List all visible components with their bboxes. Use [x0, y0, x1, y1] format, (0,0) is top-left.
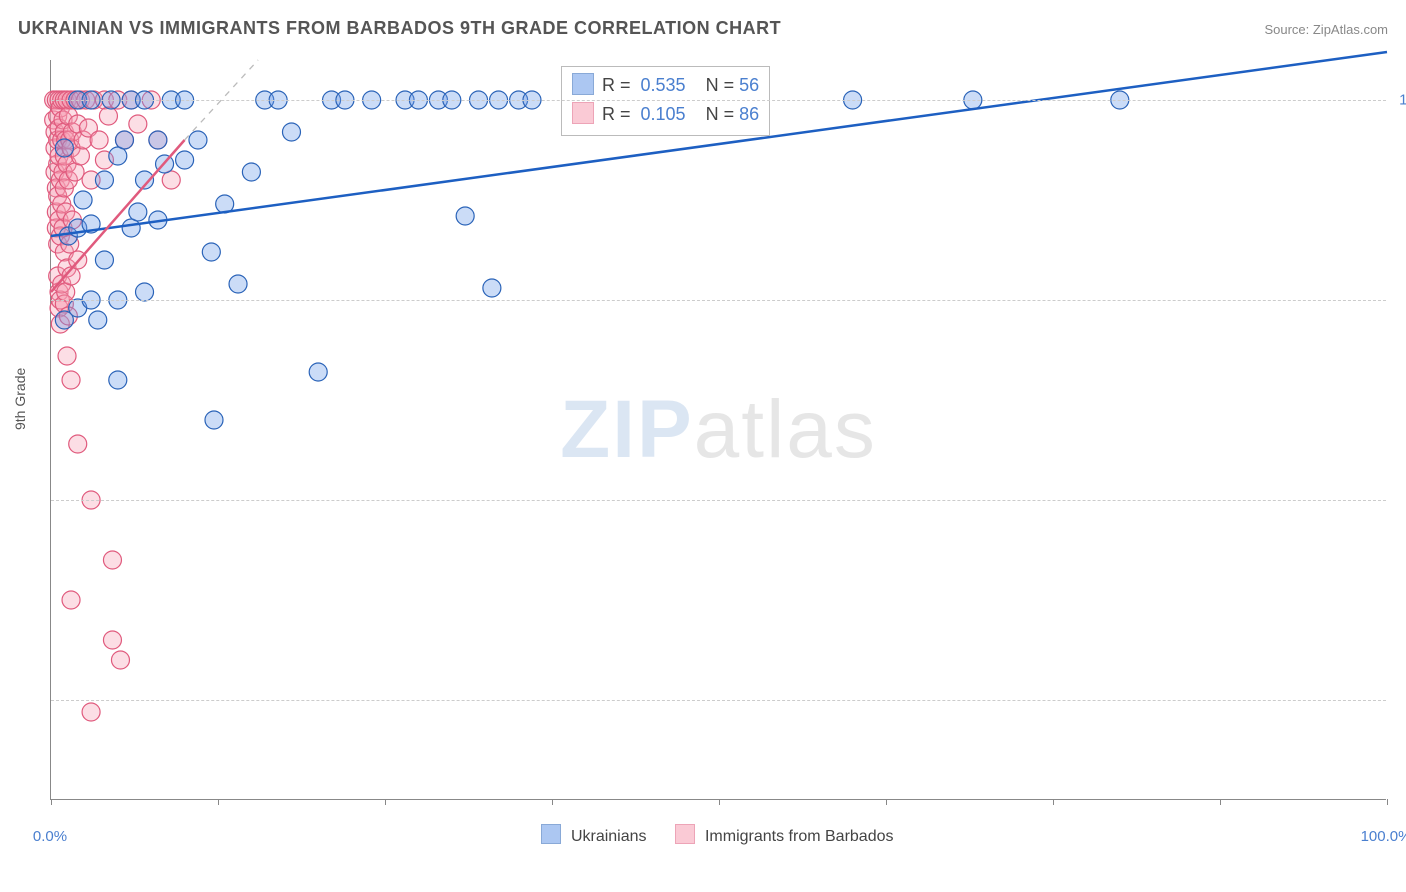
gridline: [51, 700, 1386, 701]
source-label: Source: ZipAtlas.com: [1264, 22, 1388, 37]
chart-title: UKRAINIAN VS IMMIGRANTS FROM BARBADOS 9T…: [18, 18, 781, 39]
data-point-barbados: [103, 551, 121, 569]
data-point-barbados: [129, 115, 147, 133]
legend-swatch-barbados: [675, 824, 695, 844]
data-point-ukrainians: [89, 311, 107, 329]
x-tick: [1220, 799, 1221, 805]
data-point-barbados: [99, 107, 117, 125]
data-point-barbados: [62, 371, 80, 389]
data-point-ukrainians: [109, 371, 127, 389]
data-point-ukrainians: [55, 139, 73, 157]
data-point-ukrainians: [456, 207, 474, 225]
gridline: [51, 100, 1386, 101]
data-point-ukrainians: [189, 131, 207, 149]
legend-label-ukrainians: Ukrainians: [567, 828, 647, 845]
legend-label-barbados: Immigrants from Barbados: [701, 828, 894, 845]
y-tick-label: 100.0%: [1394, 92, 1406, 109]
data-point-barbados: [71, 147, 89, 165]
data-point-ukrainians: [242, 163, 260, 181]
data-point-ukrainians: [74, 191, 92, 209]
data-point-ukrainians: [282, 123, 300, 141]
data-point-barbados: [162, 171, 180, 189]
data-point-ukrainians: [176, 151, 194, 169]
x-tick: [719, 799, 720, 805]
data-point-barbados: [90, 131, 108, 149]
scatter-plot: ZIPatlas R = 0.535 N = 56R = 0.105 N = 8…: [50, 60, 1386, 800]
x-tick: [385, 799, 386, 805]
legend-swatch-ukrainians: [541, 824, 561, 844]
data-point-barbados: [62, 591, 80, 609]
data-point-ukrainians: [115, 131, 133, 149]
data-point-barbados: [66, 163, 84, 181]
y-tick-label: 85.0%: [1394, 692, 1406, 709]
x-tick: [1387, 799, 1388, 805]
gridline: [51, 500, 1386, 501]
y-axis-label: 9th Grade: [12, 368, 28, 430]
data-point-ukrainians: [136, 283, 154, 301]
data-point-ukrainians: [309, 363, 327, 381]
data-point-barbados: [58, 347, 76, 365]
data-point-ukrainians: [95, 171, 113, 189]
data-point-barbados: [69, 435, 87, 453]
data-point-ukrainians: [129, 203, 147, 221]
x-tick: [51, 799, 52, 805]
series-legend: Ukrainians Immigrants from Barbados: [0, 824, 1406, 846]
data-point-ukrainians: [229, 275, 247, 293]
gridline: [51, 300, 1386, 301]
x-tick: [218, 799, 219, 805]
data-point-ukrainians: [122, 219, 140, 237]
x-tick: [1053, 799, 1054, 805]
data-point-ukrainians: [202, 243, 220, 261]
data-point-ukrainians: [109, 147, 127, 165]
data-point-ukrainians: [95, 251, 113, 269]
y-tick-label: 90.0%: [1394, 492, 1406, 509]
data-point-ukrainians: [483, 279, 501, 297]
data-point-barbados: [57, 283, 75, 301]
stats-row-ukrainians: R = 0.535 N = 56: [572, 71, 759, 100]
x-tick: [886, 799, 887, 805]
y-tick-label: 95.0%: [1394, 292, 1406, 309]
x-tick: [552, 799, 553, 805]
data-point-barbados: [103, 631, 121, 649]
data-point-ukrainians: [205, 411, 223, 429]
data-point-ukrainians: [149, 131, 167, 149]
stats-row-barbados: R = 0.105 N = 86: [572, 100, 759, 129]
data-point-barbados: [82, 703, 100, 721]
data-point-barbados: [111, 651, 129, 669]
